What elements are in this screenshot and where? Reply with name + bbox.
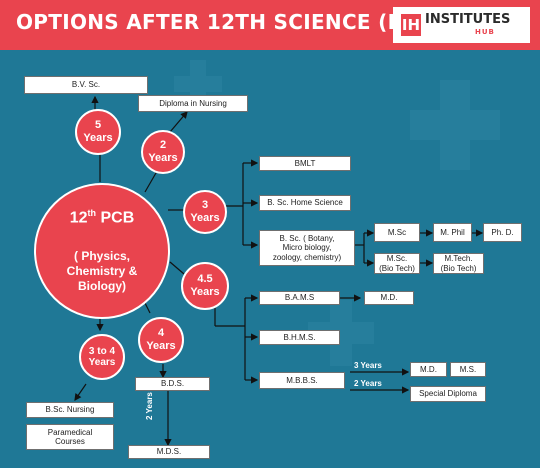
course-ms: M.S.	[450, 362, 486, 377]
course-bsc-home-science: B. Sc. Home Science	[259, 195, 351, 211]
course-msc-biotech: M.Sc. (Bio Tech)	[374, 253, 420, 274]
label-mbbs-3-years: 3 Years	[354, 361, 382, 370]
duration-4-years: 4 Years	[138, 317, 184, 363]
label-bds-2-years: 2 Years	[145, 392, 154, 420]
course-phd: Ph. D.	[483, 223, 522, 242]
course-bhms: B.H.M.S.	[259, 330, 340, 345]
main-circle-12th-pcb: 12th PCB ( Physics, Chemistry & Biology)	[34, 183, 170, 319]
course-mphil: M. Phil	[433, 223, 472, 242]
header-bar: OPTIONS AFTER 12TH SCIENCE (PCB) IH INST…	[0, 0, 540, 50]
page-title: OPTIONS AFTER 12TH SCIENCE (PCB)	[16, 10, 443, 34]
duration-2-years: 2 Years	[141, 130, 185, 174]
course-msc: M.Sc	[374, 223, 420, 242]
course-bds: B.D.S.	[135, 377, 210, 391]
course-bsc-nursing: B.Sc. Nursing	[26, 402, 114, 418]
logo: IH INSTITUTES HUB	[393, 7, 530, 43]
duration-5-years: 5 Years	[75, 109, 121, 155]
course-bvsc: B.V. Sc.	[24, 76, 148, 94]
duration-4-5-years: 4.5 Years	[181, 262, 229, 310]
course-bsc-botany: B. Sc. ( Botany, Micro biology, zoology,…	[259, 230, 355, 266]
logo-subtext: HUB	[475, 28, 495, 36]
course-md: M.D.	[410, 362, 447, 377]
course-bmlt: BMLT	[259, 156, 351, 171]
logo-text: INSTITUTES	[425, 12, 511, 27]
course-special-diploma: Special Diploma	[410, 386, 486, 402]
course-mbbs: M.B.B.S.	[259, 372, 345, 389]
main-circle-subtitle: ( Physics, Chemistry & Biology)	[66, 248, 138, 293]
logo-mark-icon: IH	[401, 14, 421, 36]
course-mds: M.D.S.	[128, 445, 210, 459]
course-bams: B.A.M.S	[259, 291, 340, 305]
label-mbbs-2-years: 2 Years	[354, 379, 382, 388]
course-diploma-nursing: Diploma in Nursing	[138, 95, 248, 112]
course-mtech-biotech: M.Tech. (Bio Tech)	[433, 253, 484, 274]
background-cross-icons	[174, 60, 500, 366]
main-circle-title: 12th PCB	[69, 208, 135, 227]
course-paramedical: Paramedical Courses	[26, 424, 114, 450]
duration-3-to-4-years: 3 to 4 Years	[79, 334, 125, 380]
course-bams-md: M.D.	[364, 291, 414, 305]
duration-3-years: 3 Years	[183, 190, 227, 234]
